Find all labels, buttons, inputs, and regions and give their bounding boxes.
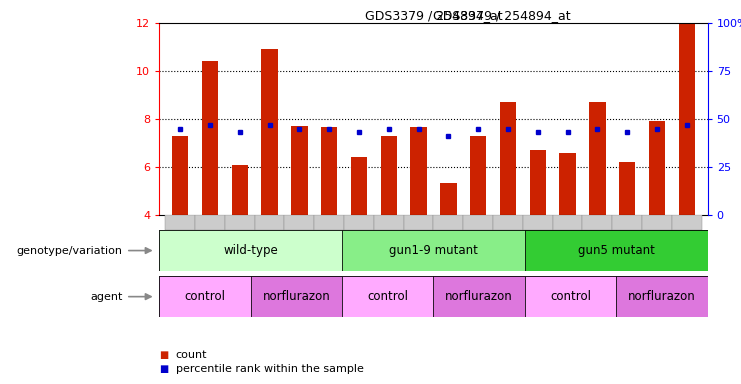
Bar: [433, 276, 525, 317]
Bar: [523, 215, 553, 230]
Bar: [530, 150, 546, 215]
Bar: [165, 215, 195, 230]
Bar: [470, 136, 486, 215]
Bar: [195, 215, 225, 230]
Bar: [172, 136, 188, 215]
Text: count: count: [176, 350, 207, 360]
Bar: [225, 215, 255, 230]
Bar: [285, 215, 314, 230]
Text: control: control: [185, 290, 225, 303]
Bar: [262, 50, 278, 215]
Bar: [617, 276, 708, 317]
Bar: [559, 153, 576, 215]
Bar: [649, 121, 665, 215]
Bar: [314, 215, 344, 230]
Text: control: control: [368, 290, 408, 303]
Title: GDS3379 / 254894_at: GDS3379 / 254894_at: [365, 9, 502, 22]
Text: GDS3379 / 254894_at: GDS3379 / 254894_at: [433, 9, 571, 22]
Bar: [582, 215, 612, 230]
Text: norflurazon: norflurazon: [262, 290, 330, 303]
Bar: [463, 215, 493, 230]
Bar: [411, 127, 427, 215]
Bar: [342, 230, 525, 271]
Bar: [499, 102, 516, 215]
Bar: [159, 230, 342, 271]
Text: gun1-9 mutant: gun1-9 mutant: [389, 244, 478, 257]
Text: ■: ■: [159, 350, 168, 360]
Bar: [291, 126, 308, 215]
Bar: [672, 215, 702, 230]
Bar: [342, 276, 433, 317]
Bar: [679, 23, 695, 215]
Bar: [433, 215, 463, 230]
Bar: [344, 215, 374, 230]
Bar: [553, 215, 582, 230]
Bar: [589, 102, 605, 215]
Text: agent: agent: [90, 291, 122, 302]
Text: norflurazon: norflurazon: [445, 290, 513, 303]
Bar: [321, 127, 337, 215]
Bar: [250, 276, 342, 317]
Bar: [350, 157, 368, 215]
Bar: [255, 215, 285, 230]
Bar: [159, 276, 250, 317]
Bar: [525, 230, 708, 271]
Bar: [374, 215, 404, 230]
Bar: [493, 215, 523, 230]
Bar: [642, 215, 672, 230]
Bar: [619, 162, 635, 215]
Bar: [440, 183, 456, 215]
Text: control: control: [550, 290, 591, 303]
Bar: [525, 276, 617, 317]
Text: ■: ■: [159, 364, 168, 374]
Text: gun5 mutant: gun5 mutant: [578, 244, 655, 257]
Text: norflurazon: norflurazon: [628, 290, 696, 303]
Text: genotype/variation: genotype/variation: [16, 245, 122, 256]
Text: percentile rank within the sample: percentile rank within the sample: [176, 364, 364, 374]
Bar: [404, 215, 433, 230]
Bar: [612, 215, 642, 230]
Text: wild-type: wild-type: [223, 244, 278, 257]
Bar: [381, 136, 397, 215]
Bar: [202, 61, 218, 215]
Bar: [232, 165, 248, 215]
